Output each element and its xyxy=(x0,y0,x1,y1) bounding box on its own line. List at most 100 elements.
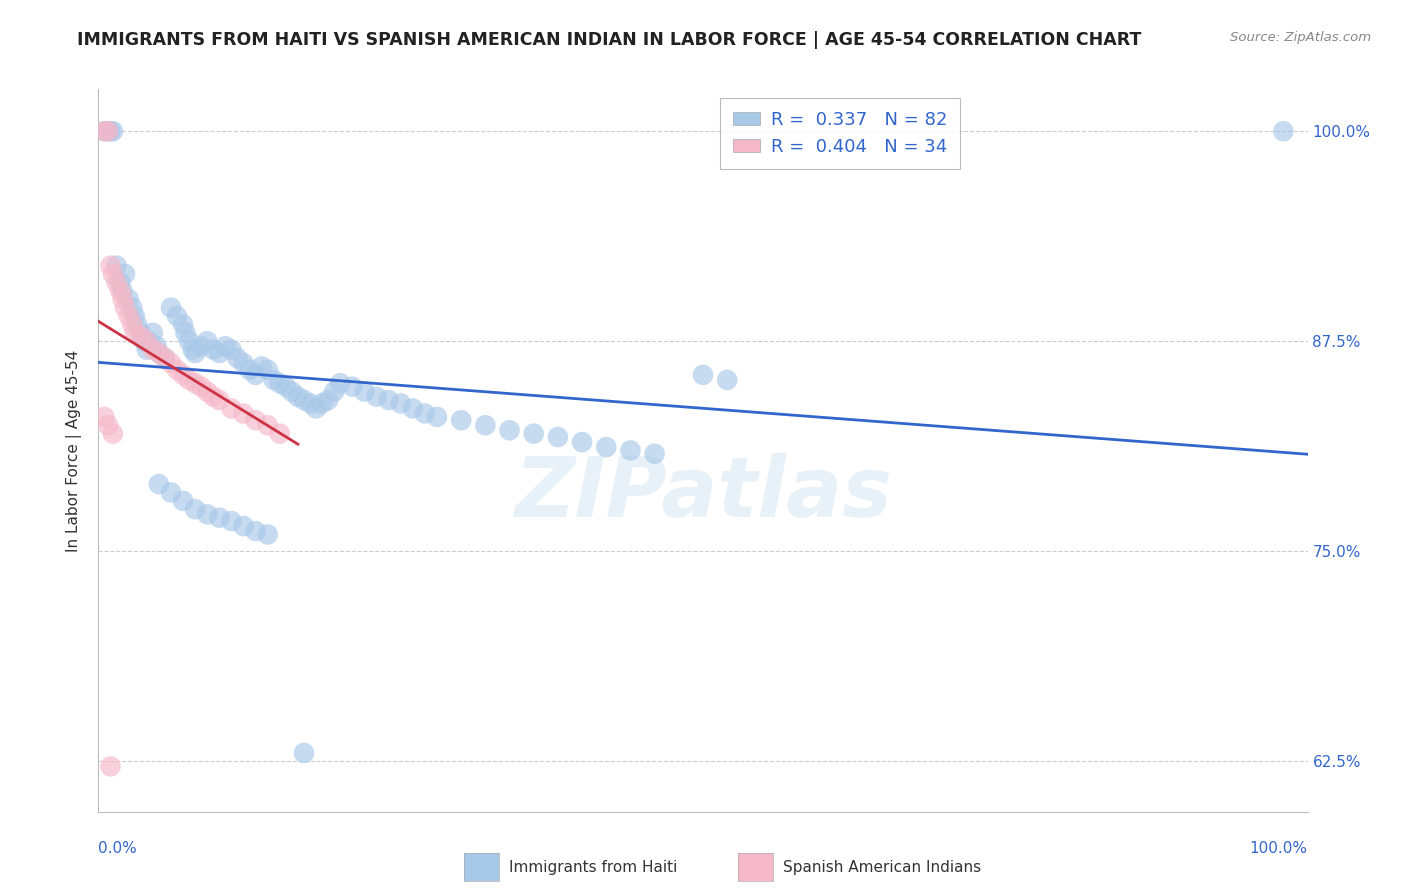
Point xyxy=(426,409,449,424)
Point xyxy=(160,485,183,500)
Point xyxy=(402,401,425,416)
Point xyxy=(316,392,339,407)
Point xyxy=(292,746,315,760)
Point xyxy=(97,124,120,138)
Point xyxy=(172,318,194,332)
Point xyxy=(269,376,291,391)
Point xyxy=(221,343,243,357)
Point xyxy=(245,413,267,427)
Point xyxy=(111,292,134,306)
Point xyxy=(353,384,375,399)
Point xyxy=(245,368,267,382)
Point xyxy=(181,343,204,357)
Point xyxy=(134,334,156,349)
Point xyxy=(172,494,194,508)
Point xyxy=(256,418,278,433)
Point xyxy=(250,359,273,374)
Point xyxy=(121,318,143,332)
Point xyxy=(179,373,201,387)
Point xyxy=(118,309,141,323)
Point xyxy=(208,510,231,524)
Point xyxy=(124,309,146,323)
Point xyxy=(716,373,738,387)
Point xyxy=(100,124,122,138)
Point xyxy=(93,409,115,424)
Point xyxy=(153,351,176,365)
Point xyxy=(101,124,124,138)
Point xyxy=(195,334,218,349)
Point xyxy=(142,343,165,357)
Point xyxy=(138,334,160,349)
Text: Spanish American Indians: Spanish American Indians xyxy=(783,860,981,874)
Y-axis label: In Labor Force | Age 45-54: In Labor Force | Age 45-54 xyxy=(66,350,83,551)
Point xyxy=(389,396,412,410)
Point xyxy=(1272,124,1295,138)
Point xyxy=(221,514,243,528)
Point xyxy=(160,301,183,315)
Point xyxy=(97,124,120,138)
Point xyxy=(190,339,212,353)
Point xyxy=(263,373,285,387)
Point xyxy=(172,368,194,382)
Point xyxy=(232,356,254,370)
Point xyxy=(160,356,183,370)
Point xyxy=(232,407,254,421)
Point xyxy=(124,326,146,340)
Point xyxy=(97,418,120,433)
Point xyxy=(299,396,322,410)
Point xyxy=(195,508,218,522)
Point xyxy=(245,524,267,538)
Point xyxy=(305,401,328,416)
Point xyxy=(100,759,122,773)
Point xyxy=(145,339,167,353)
Point xyxy=(571,435,593,450)
Point xyxy=(221,401,243,416)
Legend: R =  0.337   N = 82, R =  0.404   N = 34: R = 0.337 N = 82, R = 0.404 N = 34 xyxy=(720,98,960,169)
Point xyxy=(114,267,136,281)
Point xyxy=(184,376,207,391)
Point xyxy=(256,527,278,541)
Point xyxy=(413,407,436,421)
Point xyxy=(101,267,124,281)
Point xyxy=(226,351,249,365)
Point xyxy=(595,440,617,454)
Point xyxy=(166,363,188,377)
Point xyxy=(101,426,124,441)
Point xyxy=(450,413,472,427)
Point xyxy=(184,502,207,516)
Point xyxy=(190,379,212,393)
Point xyxy=(377,392,399,407)
Point xyxy=(214,339,236,353)
Point xyxy=(366,390,388,404)
Point xyxy=(148,346,170,360)
Point xyxy=(287,390,309,404)
Point xyxy=(105,276,128,290)
Point xyxy=(202,390,225,404)
Point xyxy=(323,384,346,399)
Point xyxy=(292,392,315,407)
Point xyxy=(281,384,304,399)
Text: IMMIGRANTS FROM HAITI VS SPANISH AMERICAN INDIAN IN LABOR FORCE | AGE 45-54 CORR: IMMIGRANTS FROM HAITI VS SPANISH AMERICA… xyxy=(77,31,1142,49)
Point xyxy=(148,477,170,491)
Point xyxy=(311,396,333,410)
Point xyxy=(174,326,197,340)
Text: 0.0%: 0.0% xyxy=(98,840,138,855)
Point xyxy=(166,309,188,323)
Point xyxy=(179,334,201,349)
Point xyxy=(127,318,149,332)
Text: Source: ZipAtlas.com: Source: ZipAtlas.com xyxy=(1230,31,1371,45)
Point xyxy=(121,301,143,315)
Point xyxy=(114,301,136,315)
Point xyxy=(208,346,231,360)
Point xyxy=(232,519,254,533)
Point xyxy=(129,329,152,343)
Point xyxy=(195,384,218,399)
Text: 100.0%: 100.0% xyxy=(1250,840,1308,855)
Point xyxy=(118,292,141,306)
Point xyxy=(135,343,157,357)
Point xyxy=(692,368,714,382)
Point xyxy=(329,376,352,391)
Point xyxy=(208,392,231,407)
Point xyxy=(100,259,122,273)
Point xyxy=(135,334,157,349)
